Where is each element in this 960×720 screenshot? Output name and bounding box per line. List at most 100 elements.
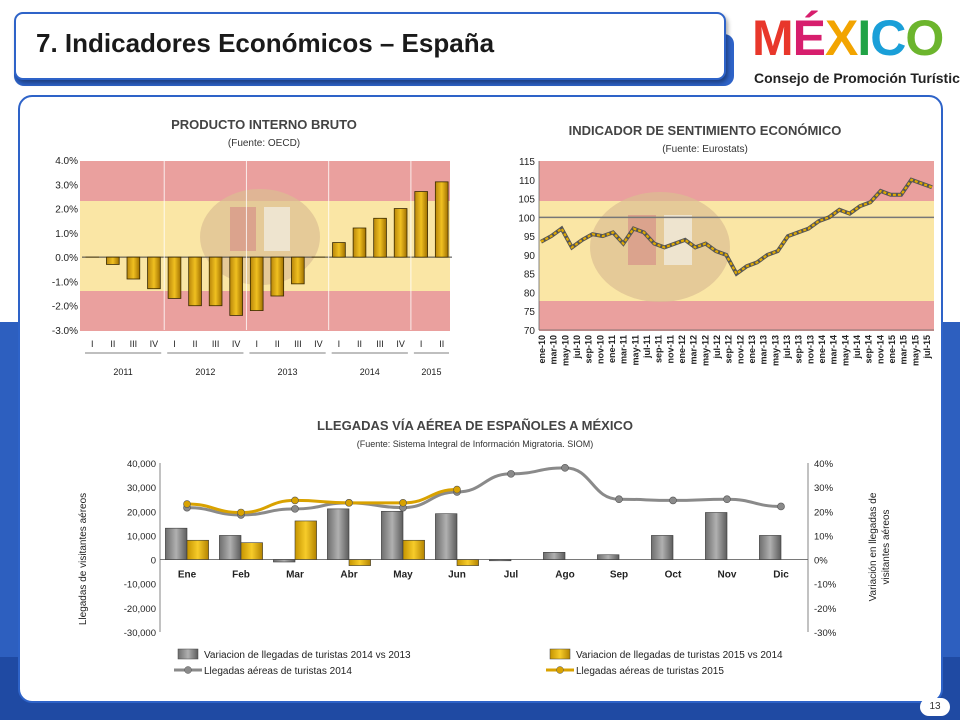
arrivals-y2-tick: -20% [814,604,837,615]
sentiment-y-axis: 115 110 105 100 95 90 85 80 75 70 [518,157,535,337]
gdp-bar [393,208,408,258]
arrivals-point-2015 [291,496,299,505]
arrivals-y2-axis: 40% 30% 20% 10% 0% -10% -20% -30% [807,459,837,639]
arrivals-point-2015 [399,499,407,507]
sentiment-x-tick: mar-10 [549,335,559,365]
gdp-bar [270,256,285,297]
sentiment-x-tick: may-13 [770,335,780,366]
gdp-x-tick: I [255,339,258,349]
sentiment-x-tick: ene-14 [817,335,827,364]
gdp-x-tick: IV [150,339,159,349]
legend-label: Variacion de llegadas de turistas 2014 v… [204,650,411,661]
arrivals-y2-tick: 30% [814,483,834,494]
gdp-x-tick: II [193,339,198,349]
sentiment-y-tick: 80 [524,288,536,299]
arrivals-bar-2014 [597,554,620,560]
sentiment-flag-background [539,161,934,331]
gdp-bar [414,191,428,258]
sentiment-x-tick: sep-11 [654,335,664,363]
arrivals-bar-2015 [456,559,479,566]
sentiment-y-tick: 95 [524,232,536,243]
arrivals-y-tick: -10,000 [124,580,156,591]
sentiment-x-tick: nov-10 [595,335,605,364]
arrivals-bar-2014 [705,512,728,560]
gdp-y-tick: 4.0% [55,156,78,167]
arrivals-legend: Variacion de llegadas de turistas 2014 v… [174,648,783,677]
gdp-y-tick: 2.0% [55,205,78,216]
gdp-y-tick: -3.0% [52,326,78,337]
arrivals-chart-title: LLEGADAS VÍA AÉREA DE ESPAÑOLES A MÉXICO [317,418,633,433]
arrivals-x-tick: Jul [504,570,519,581]
sentiment-x-tick: nov-12 [735,335,745,364]
arrivals-bar-2014 [219,535,242,560]
gdp-x-tick: I [173,339,176,349]
sentiment-x-tick: ene-10 [537,335,547,364]
sentiment-x-tick: ene-15 [887,335,897,364]
sentiment-chart-subtitle: (Fuente: Eurostats) [662,144,748,155]
arrivals-bar-2014 [327,508,350,560]
arrivals-x-tick: Abr [340,570,357,581]
gdp-y-tick: -1.0% [52,277,78,288]
gdp-bar [106,256,120,265]
gdp-year-label: 2013 [278,367,298,377]
sentiment-x-axis: ene-10 mar-10 may-10 jul-10 sep-10 nov-10 ene-… [537,335,932,366]
arrivals-y-tick: 10,000 [127,531,156,542]
sentiment-y-tick: 90 [524,251,536,262]
arrivals-y2-tick: 0% [814,556,828,567]
gdp-bar [291,256,305,285]
sentiment-x-tick: mar-15 [899,335,909,365]
sentiment-x-tick: ene-11 [607,335,617,363]
arrivals-x-tick: Sep [610,570,628,581]
sentiment-x-tick: may-14 [840,335,850,366]
gdp-x-tick: II [275,339,280,349]
sentiment-x-tick: nov-11 [665,335,675,364]
arrivals-point-2014 [615,495,623,504]
arrivals-bar-2014 [489,559,512,562]
arrivals-x-tick: Feb [232,570,250,581]
sentiment-y-tick: 100 [518,213,535,224]
legend-marker [184,666,192,674]
arrivals-x-tick: Mar [286,570,304,581]
gdp-bars [85,181,449,316]
gdp-bar [373,217,387,258]
legend-swatch [177,648,199,660]
sentiment-gridlines [538,161,934,331]
arrivals-y-label: Llegadas de visitantes aéreos [78,493,89,625]
page-number-badge: 13 [920,698,950,716]
gdp-x-tick: IV [396,339,405,349]
sentiment-chart-title: INDICADOR DE SENTIMIENTO ECONÓMICO [569,123,842,138]
arrivals-y2-label-line: Variación en llegadas de [868,492,879,601]
arrivals-y-tick: 0 [151,556,156,567]
arrivals-point-2015 [183,500,191,508]
sentiment-line [540,177,933,277]
legend-label: Variacion de llegadas de turistas 2015 v… [576,650,783,661]
arrivals-line-2015 [186,488,458,514]
gdp-bar [188,256,202,307]
arrivals-bar-2015 [294,520,317,560]
gdp-x-tick: I [420,339,423,349]
gdp-bar [434,181,449,258]
arrivals-x-tick: Oct [665,570,682,581]
gdp-x-tick: III [294,339,302,349]
gdp-x-tick: III [130,339,138,349]
arrivals-x-tick: Nov [718,570,737,581]
gdp-gridlines [82,160,452,330]
gdp-x-tick: I [338,339,341,349]
arrivals-y-axis: 40,000 30,000 20,000 10,000 0 -10,000 -20,000 -… [124,459,808,639]
sentiment-x-tick: mar-13 [759,335,769,365]
sentiment-x-tick: may-15 [910,335,920,366]
arrivals-x-tick: Ago [555,570,574,581]
gdp-x-tick: IV [232,339,241,349]
arrivals-y2-label-line: visitantes aéreos [881,509,892,584]
gdp-x-tick: II [439,339,444,349]
gdp-flag-background [80,161,450,331]
gdp-y-axis: 4.0% 3.0% 2.0% 1.0% 0.0% -1.0% -2.0% -3.0% [52,156,78,337]
sentiment-x-tick: jul-14 [852,335,862,360]
sentiment-x-tick: mar-12 [689,335,699,365]
sentiment-x-tick: jul-13 [782,335,792,360]
gdp-x-tick: III [376,339,384,349]
gdp-bar [208,256,223,307]
gdp-bar [249,256,264,311]
arrivals-y-tick: -30,000 [124,628,156,639]
